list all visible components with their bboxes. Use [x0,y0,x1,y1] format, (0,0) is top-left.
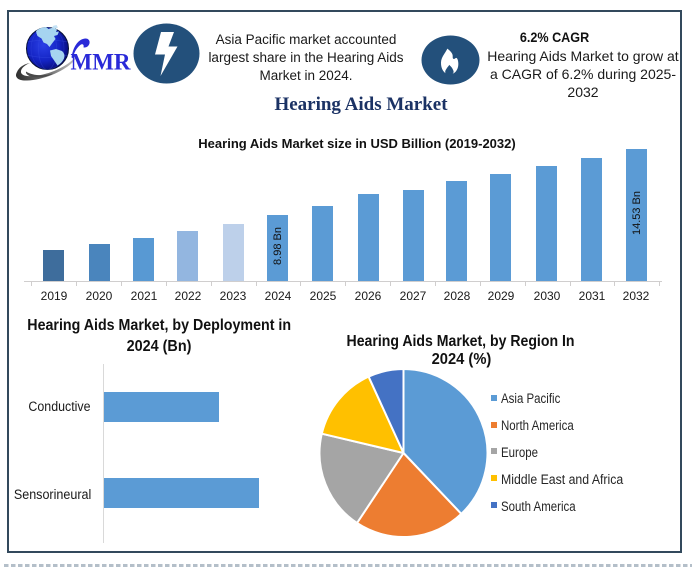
svg-text:MMR: MMR [71,50,131,75]
